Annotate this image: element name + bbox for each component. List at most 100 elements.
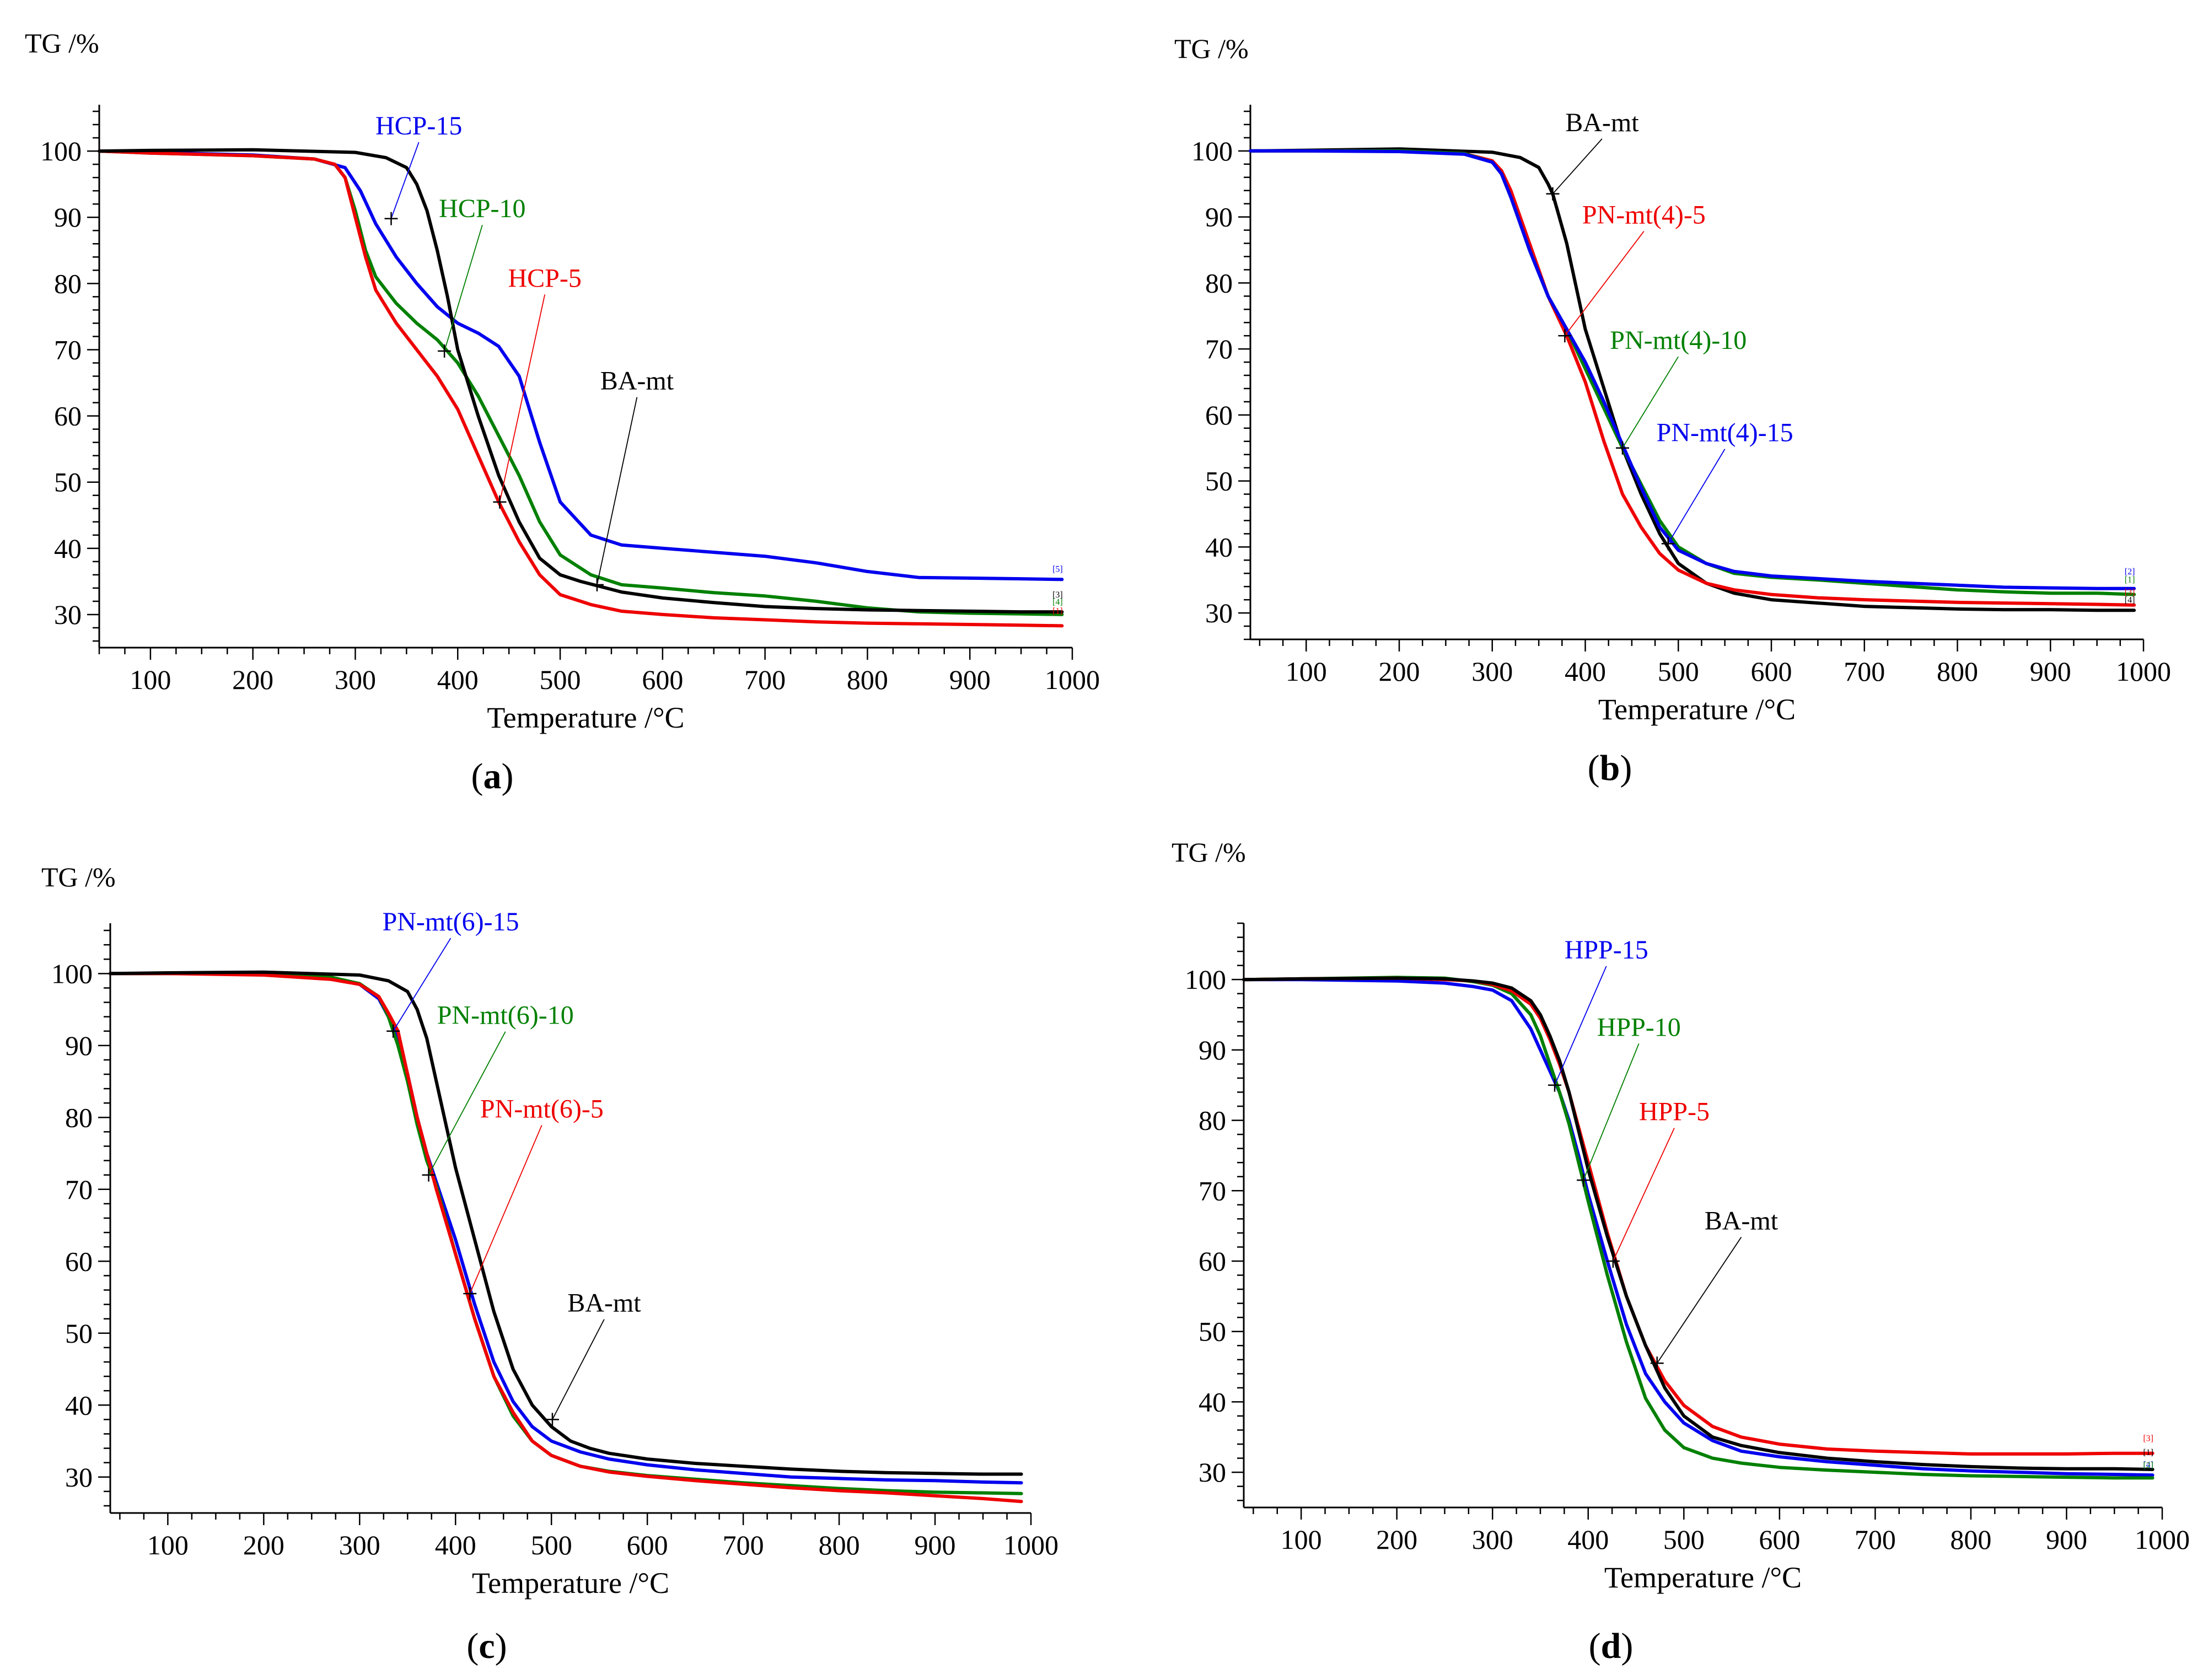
annotation-leader-line (552, 1319, 605, 1420)
y-tick-label: 60 (65, 1246, 93, 1277)
annotation-label: BA-mt (1565, 108, 1639, 137)
series-line-pn-mt-6-5 (109, 972, 1023, 1504)
annotation-label: PN-mt(6)-15 (383, 907, 519, 936)
x-tick-label: 500 (540, 664, 581, 695)
x-tick-label: 100 (1281, 1524, 1322, 1555)
x-tick-label: 900 (915, 1530, 956, 1560)
annotation-leader-line (1564, 231, 1645, 336)
series-end-tag: [4] (1052, 597, 1063, 607)
x-tick-label: 700 (1844, 656, 1885, 687)
x-tick-label: 500 (1658, 656, 1699, 687)
annotation-leader-line (499, 294, 546, 502)
x-tick-label: 600 (642, 664, 683, 695)
annotation-leader-line (1667, 449, 1726, 544)
series-end-tag: [5] (1052, 564, 1063, 574)
annotation-label: PN-mt(6)-10 (437, 1001, 574, 1030)
x-tick-label: 900 (949, 664, 991, 695)
x-tick-label: 500 (1663, 1524, 1705, 1555)
annotation-leader-line (444, 224, 483, 352)
panel-b: 100 200 300 400 500 600 700 800 900 1000 30 40 50 60 7… (1174, 33, 2171, 788)
y-tick-label: 60 (54, 401, 82, 432)
x-tick-label: 100 (147, 1530, 189, 1560)
x-tick-label: 600 (1751, 656, 1792, 687)
series-end-tag: [4] (2143, 1460, 2153, 1469)
annotation-leader-line (597, 397, 638, 585)
series-line-hcp-15 (98, 149, 1064, 581)
series-line-ba-mt (98, 148, 1064, 614)
series-end-tag: [3] (2125, 588, 2135, 597)
series-end-tag: [3] (2143, 1434, 2153, 1444)
y-tick-label: 80 (54, 268, 82, 299)
y-tick-label: 100 (1185, 964, 1226, 995)
y-axis-title: TG /% (41, 861, 116, 892)
annotation-label: HCP-10 (439, 194, 525, 223)
panel-c: 100 200 300 400 500 600 700 800 900 1000 30 40 50 60 7… (41, 861, 1059, 1666)
y-tick-label: 50 (65, 1318, 93, 1349)
annotation-label: BA-mt (1705, 1207, 1779, 1236)
x-axis-title: Temperature /°C (487, 701, 684, 734)
x-tick-label: 300 (335, 664, 376, 695)
x-tick-label: 200 (1379, 656, 1420, 687)
y-tick-label: 30 (65, 1462, 93, 1493)
x-tick-label: 600 (627, 1530, 668, 1560)
x-tick-label: 300 (339, 1530, 380, 1560)
y-tick-label: 30 (54, 599, 82, 630)
panel-label: (d) (1589, 1626, 1634, 1666)
y-tick-label: 100 (51, 958, 93, 989)
annotation-label: HPP-5 (1639, 1097, 1710, 1127)
x-tick-label: 700 (723, 1530, 764, 1560)
annotation-label: BA-mt (567, 1289, 641, 1318)
x-tick-label: 200 (243, 1530, 284, 1560)
annotation-leader-line (1552, 138, 1603, 195)
annotation-leader-line (469, 1124, 542, 1294)
panel-label: (b) (1588, 748, 1632, 788)
y-tick-label: 40 (1205, 531, 1233, 562)
panel-a: 100 200 300 400 500 600 700 800 900 1000 30 40 50 60 7… (25, 28, 1100, 796)
x-tick-label: 100 (1286, 656, 1327, 687)
x-tick-label: 600 (1759, 1524, 1800, 1555)
x-tick-label: 100 (130, 664, 171, 695)
x-tick-label: 400 (437, 664, 479, 695)
y-tick-label: 40 (65, 1390, 93, 1420)
annotation-label: HCP-5 (508, 263, 582, 293)
y-tick-label: 90 (65, 1030, 93, 1061)
x-tick-label: 400 (1567, 1524, 1609, 1555)
series-line-ba-mt (1242, 976, 2155, 1471)
annotation-label: BA-mt (600, 367, 674, 396)
y-tick-label: 90 (1199, 1035, 1226, 1065)
annotation-leader-line (1656, 1237, 1742, 1364)
y-axis-title: TG /% (1172, 837, 1246, 868)
y-axis-title: TG /% (25, 28, 99, 58)
x-axis-title: Temperature /°C (1604, 1561, 1802, 1594)
y-tick-label: 50 (1199, 1316, 1226, 1347)
x-tick-label: 300 (1471, 656, 1513, 687)
annotation-leader-line (390, 142, 420, 219)
annotation-label: HPP-10 (1597, 1013, 1681, 1042)
annotation-label: PN-mt(6)-5 (480, 1094, 604, 1123)
x-tick-label: 1000 (1045, 664, 1100, 695)
x-tick-label: 800 (847, 664, 888, 695)
series-end-tag: [2] (2143, 1461, 2153, 1470)
y-tick-label: 70 (1199, 1175, 1226, 1206)
y-tick-label: 50 (1205, 466, 1233, 497)
annotation-label: HCP-15 (375, 111, 462, 141)
y-tick-label: 80 (1205, 267, 1233, 298)
y-tick-label: 70 (54, 334, 82, 365)
series-end-tag: [4] (2125, 595, 2135, 605)
annotation-label: PN-mt(4)-5 (1582, 201, 1706, 230)
annotation-leader-line (1613, 1128, 1675, 1262)
series-end-tag: [1] (1052, 606, 1063, 616)
series-line-hpp-15 (1242, 978, 2155, 1477)
annotation-leader-line (393, 938, 452, 1032)
x-tick-label: 200 (1376, 1524, 1417, 1555)
series-end-tag: [2] (2125, 567, 2135, 577)
panel-d: 100 200 300 400 500 600 700 800 900 1000 30 40 50 60 7… (1172, 837, 2190, 1666)
y-tick-label: 40 (54, 533, 82, 564)
x-tick-label: 300 (1472, 1524, 1513, 1555)
x-tick-label: 700 (1855, 1524, 1896, 1555)
x-axis-title: Temperature /°C (472, 1566, 669, 1600)
x-tick-label: 500 (531, 1530, 572, 1560)
y-tick-label: 90 (1205, 202, 1233, 233)
panel-label: (c) (466, 1626, 507, 1666)
